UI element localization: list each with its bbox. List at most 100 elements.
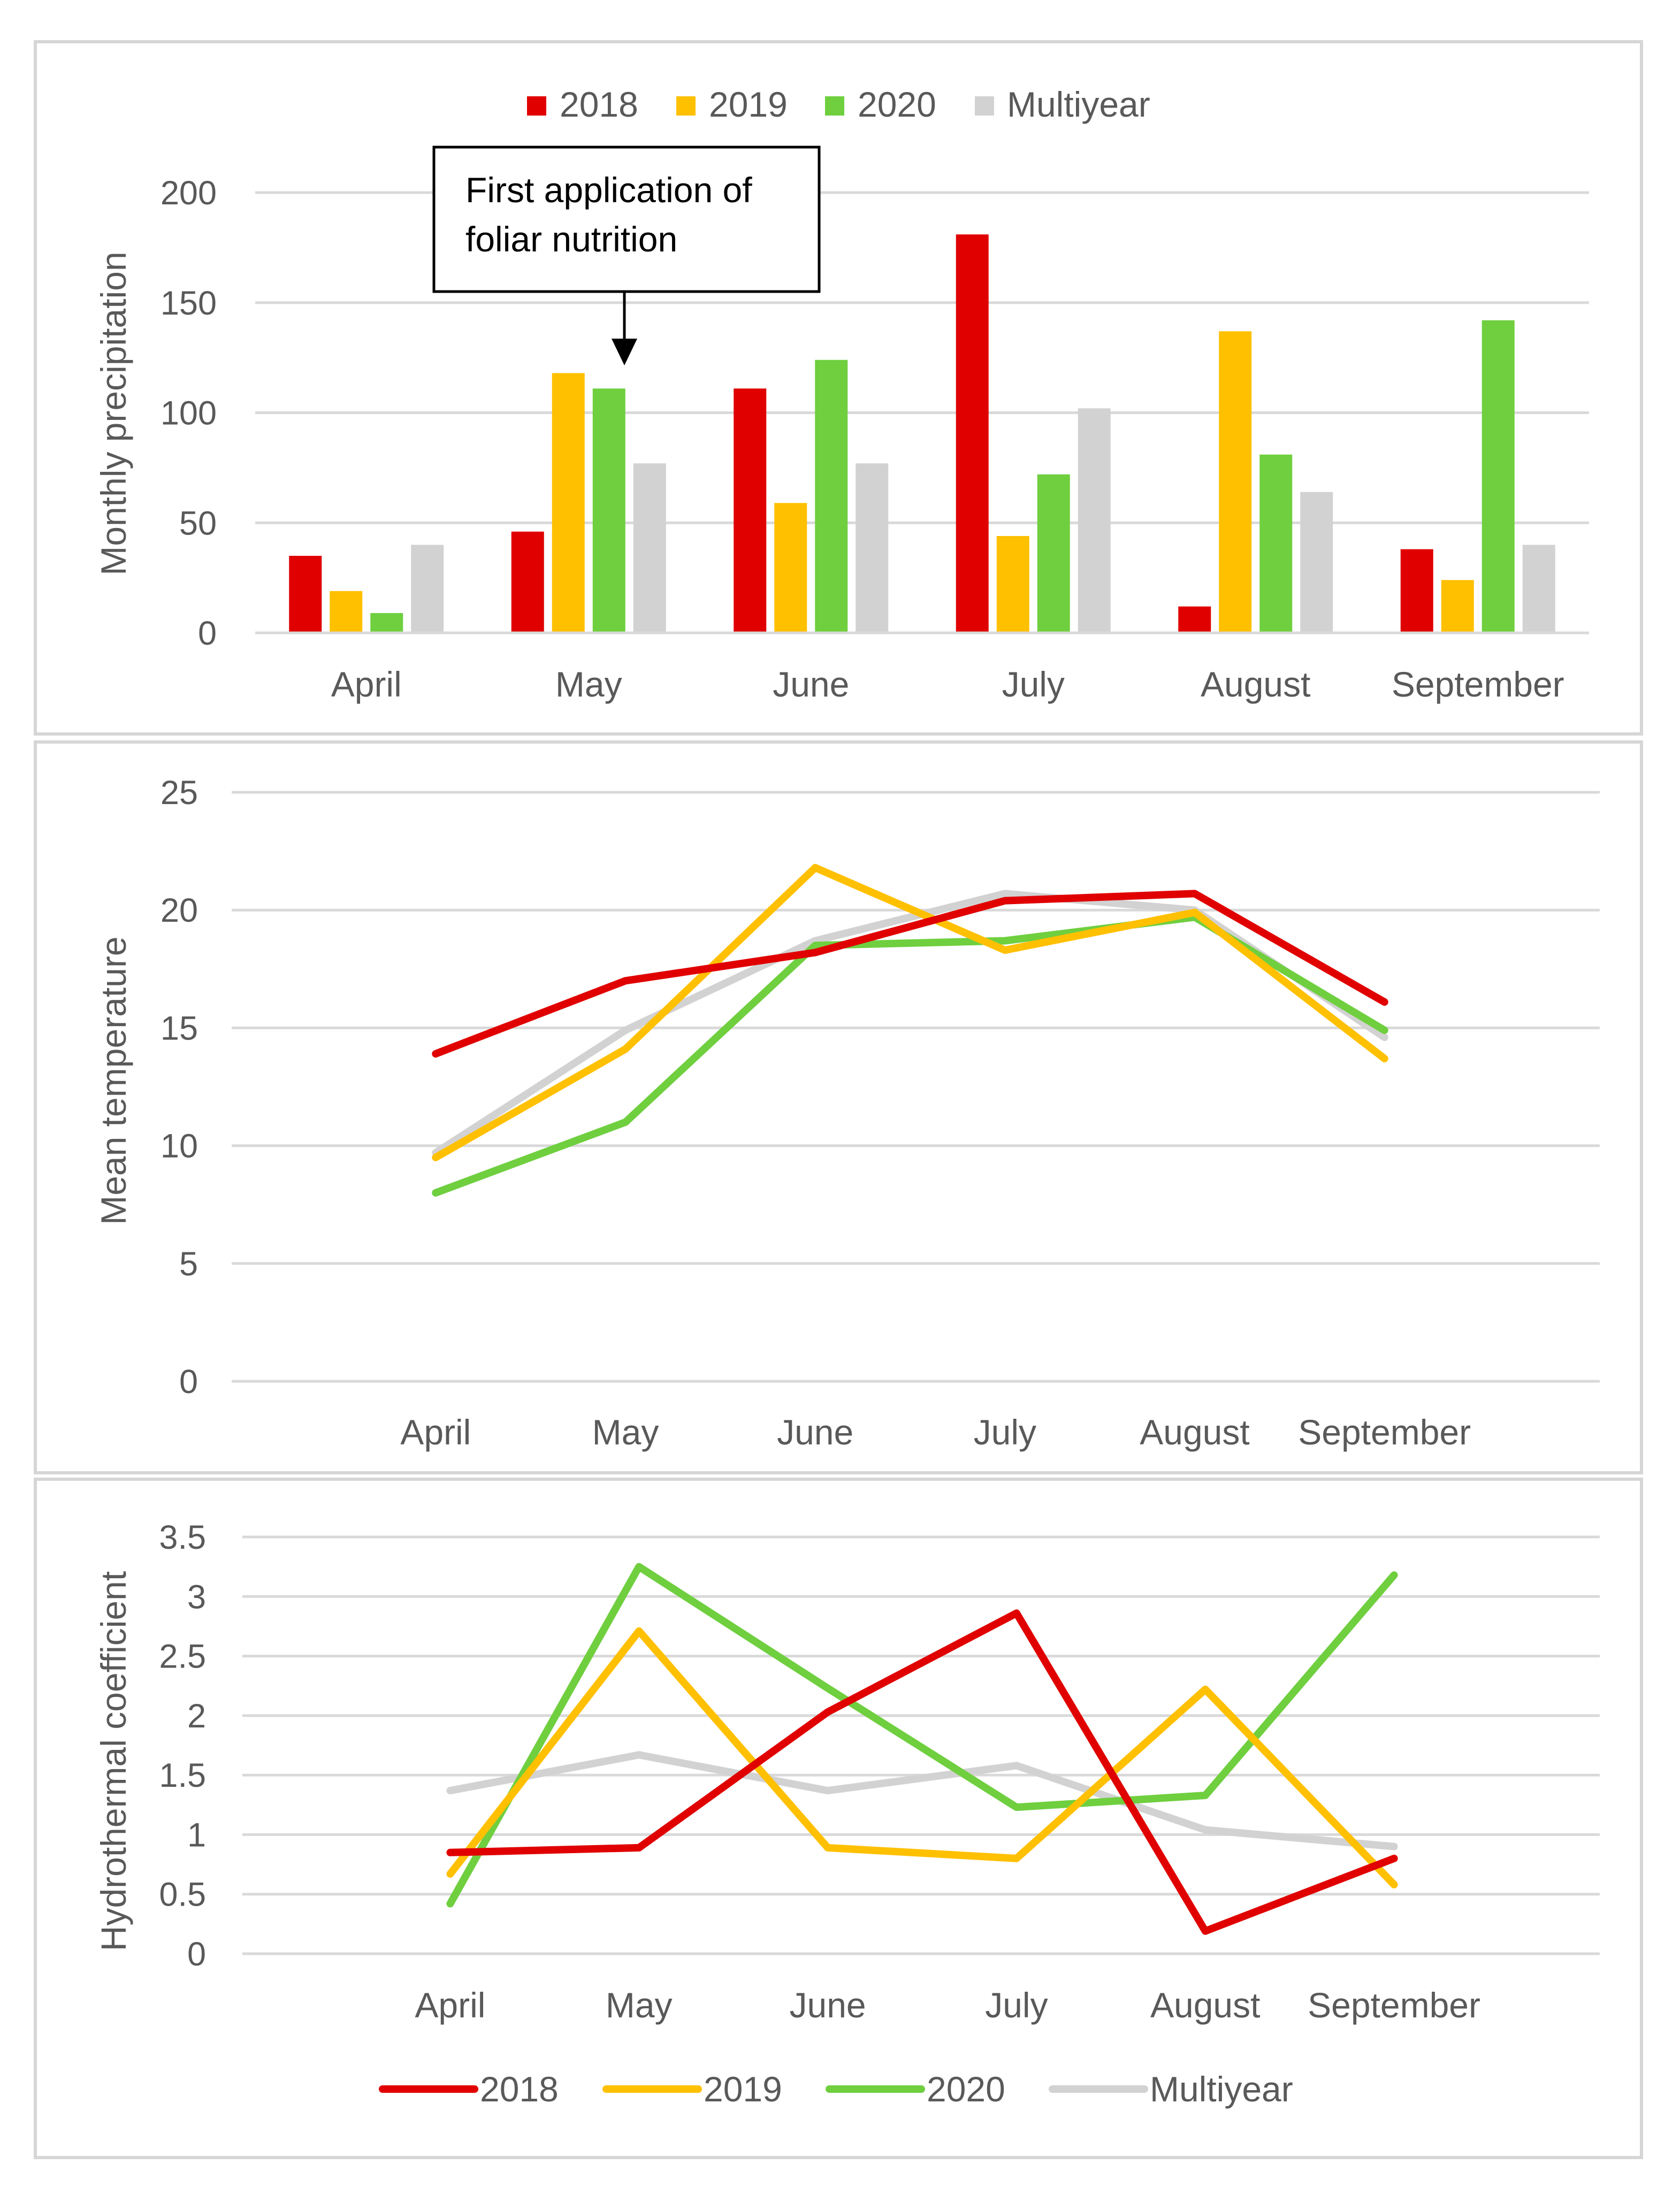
temperature-panel: 0 5 10 15 20 25 April May June July August Septemb…	[34, 740, 1643, 1474]
bar-2020-september	[1482, 320, 1515, 633]
legend-bottom-label-2018: 2018	[480, 2069, 559, 2109]
temp-y-tick-5: 5	[179, 1245, 198, 1283]
htc-x-tick-may: May	[606, 1985, 673, 2025]
precipitation-y-tick-labels: 0 50 100 150 200	[161, 174, 217, 652]
precip-y-tick-150: 150	[161, 285, 217, 322]
bar-2019-may	[552, 373, 585, 633]
temp-x-tick-july: July	[974, 1412, 1036, 1452]
legend-bottom: 2018 2019 2020 Multiyear	[379, 2069, 1293, 2109]
precip-y-tick-100: 100	[161, 395, 217, 432]
temperature-series-lines	[432, 863, 1388, 1197]
legend-top-item-multiyear: Multiyear	[975, 85, 1150, 124]
bar-2018-april	[289, 555, 322, 633]
hydrothermal-series-lines	[446, 1563, 1398, 1935]
precip-x-tick-april: April	[331, 664, 402, 704]
legend-top-label-2020: 2020	[858, 85, 936, 124]
temp-x-tick-april: April	[400, 1412, 471, 1452]
hydrothermal-panel: 0 0.5 1 1.5 2 2.5 3 3.5 April May June July August S…	[34, 1478, 1643, 2159]
precip-x-tick-may: May	[555, 664, 622, 704]
temp-y-tick-10: 10	[161, 1128, 198, 1165]
legend-top-item-2020: 2020	[825, 85, 936, 124]
precipitation-x-tick-labels: April May June July August September	[331, 664, 1564, 704]
bar-2019-june	[774, 503, 807, 633]
hydrothermal-y-tick-labels: 0 0.5 1 1.5 2 2.5 3 3.5	[159, 1519, 206, 1973]
temp-line-2018	[432, 890, 1388, 1058]
legend-top-item-2018: 2018	[527, 85, 638, 124]
precipitation-panel: 0 50 100 150 200 April May June July August Septe…	[34, 40, 1643, 736]
precipitation-panel-frame	[34, 40, 1643, 736]
htc-x-tick-july: July	[985, 1985, 1048, 2025]
hydrothermal-y-axis-label: Hydrothermal coefficient	[94, 1571, 133, 1951]
bar-2018-july	[956, 234, 989, 633]
legend-bottom-label-multiyear: Multiyear	[1150, 2069, 1293, 2109]
bar-2020-june	[815, 360, 848, 633]
hydrothermal-x-tick-labels: April May June July August September	[415, 1985, 1480, 2025]
temp-y-tick-0: 0	[179, 1363, 198, 1401]
htc-y-tick-3-5: 3.5	[159, 1519, 206, 1556]
annotation-arrow-head-icon	[612, 339, 637, 365]
htc-y-tick-0: 0	[187, 1936, 206, 1973]
htc-y-tick-3: 3	[187, 1578, 206, 1616]
legend-top-item-2019: 2019	[676, 85, 788, 124]
legend-top-swatch-2018	[527, 96, 546, 116]
legend-bottom-item-2018: 2018	[379, 2069, 559, 2109]
bar-2020-may	[592, 388, 625, 633]
htc-x-tick-september: September	[1308, 1985, 1480, 2025]
precip-x-tick-september: September	[1392, 664, 1564, 704]
bar-2020-august	[1259, 454, 1293, 633]
legend-bottom-item-2019: 2019	[602, 2069, 782, 2109]
temperature-y-axis-label: Mean temperature	[94, 936, 133, 1225]
temperature-x-tick-labels: April May June July August September	[400, 1412, 1471, 1452]
temp-x-tick-may: May	[592, 1412, 659, 1452]
bar-2018-may	[511, 531, 544, 633]
precip-y-tick-50: 50	[179, 504, 217, 542]
bar-2018-august	[1178, 606, 1211, 633]
bar-2018-june	[734, 388, 767, 633]
legend-bottom-label-2020: 2020	[927, 2069, 1005, 2109]
temp-y-tick-20: 20	[161, 892, 198, 929]
htc-line-multiyear	[446, 1751, 1398, 1850]
legend-bottom-label-2019: 2019	[704, 2069, 782, 2109]
htc-x-tick-august: August	[1150, 1985, 1260, 2025]
temp-y-tick-25: 25	[161, 774, 198, 812]
temp-y-tick-15: 15	[161, 1009, 198, 1047]
bar-multiyear-august	[1300, 492, 1333, 633]
htc-line-2018	[446, 1609, 1398, 1935]
temp-line-2019	[432, 863, 1388, 1161]
htc-y-tick-1-5: 1.5	[159, 1757, 206, 1794]
legend-top-label-2018: 2018	[560, 85, 638, 124]
annotation-line-1: First application of	[465, 170, 752, 210]
temperature-y-tick-labels: 0 5 10 15 20 25	[161, 774, 198, 1401]
legend-top-swatch-multiyear	[975, 96, 994, 116]
bar-2020-july	[1037, 474, 1070, 633]
precip-x-tick-june: June	[773, 664, 849, 704]
temperature-panel-frame	[34, 740, 1643, 1474]
htc-y-tick-0-5: 0.5	[159, 1876, 206, 1914]
bar-2020-april	[370, 613, 403, 633]
htc-line-2020	[446, 1563, 1398, 1908]
legend-top-swatch-2019	[676, 96, 696, 116]
temp-x-tick-august: August	[1140, 1412, 1249, 1452]
htc-line-2019	[446, 1627, 1398, 1888]
legend-top: 2018 2019 2020 Multiyear	[527, 85, 1150, 124]
htc-y-tick-1: 1	[187, 1816, 206, 1854]
legend-top-label-2019: 2019	[709, 85, 788, 124]
htc-x-tick-april: April	[415, 1985, 485, 2025]
legend-bottom-item-multiyear: Multiyear	[1049, 2069, 1293, 2109]
htc-y-tick-2-5: 2.5	[159, 1638, 206, 1676]
bar-multiyear-april	[411, 545, 444, 633]
bar-2019-september	[1441, 580, 1474, 633]
precip-x-tick-august: August	[1201, 664, 1310, 704]
bar-2019-july	[996, 536, 1029, 633]
hydrothermal-panel-frame	[34, 1478, 1643, 2159]
bar-multiyear-september	[1522, 545, 1555, 633]
annotation-box	[432, 146, 821, 293]
bar-2019-august	[1219, 331, 1252, 633]
precip-y-tick-0: 0	[198, 615, 217, 652]
bar-multiyear-july	[1078, 408, 1111, 633]
precip-x-tick-july: July	[1002, 664, 1065, 704]
bar-2019-april	[330, 591, 363, 633]
annotation-line-2: foliar nutrition	[465, 219, 677, 259]
bar-multiyear-june	[856, 463, 889, 633]
